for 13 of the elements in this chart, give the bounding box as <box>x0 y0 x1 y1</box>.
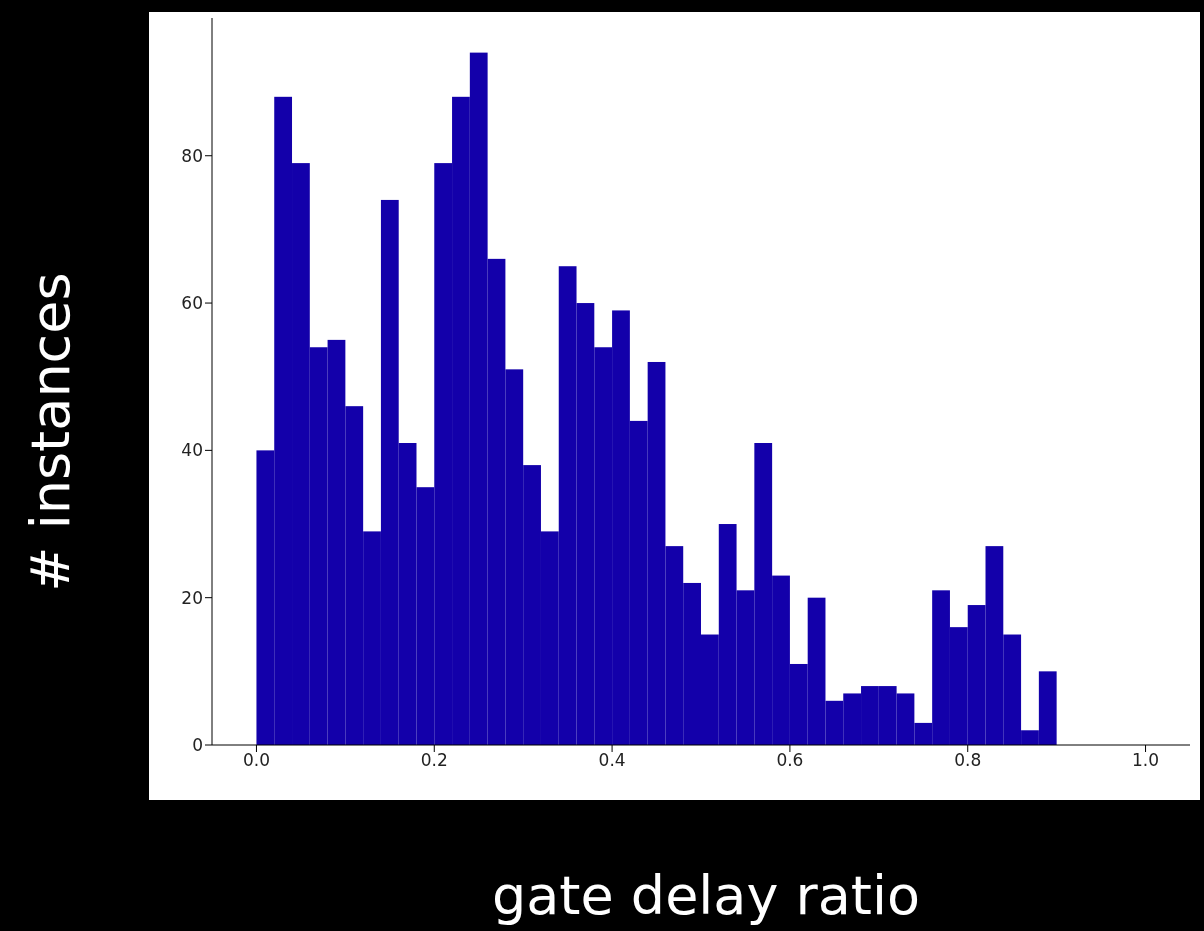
y-tick-label: 80 <box>181 145 203 166</box>
x-axis-title: gate delay ratio <box>491 863 921 927</box>
x-tick-label: 1.0 <box>1132 750 1160 771</box>
y-axis-title: # instances <box>18 272 82 592</box>
x-tick-label: 0.8 <box>954 750 982 771</box>
y-tick-label: 60 <box>181 293 203 314</box>
x-tick-label: 0.4 <box>598 750 626 771</box>
y-tick-label: 40 <box>181 440 203 461</box>
x-tick-label: 0.0 <box>242 750 270 771</box>
y-tick-label: 0 <box>192 735 203 756</box>
x-tick-label: 0.6 <box>776 750 804 771</box>
x-tick-label: 0.2 <box>420 750 448 771</box>
y-tick-label: 20 <box>181 587 203 608</box>
